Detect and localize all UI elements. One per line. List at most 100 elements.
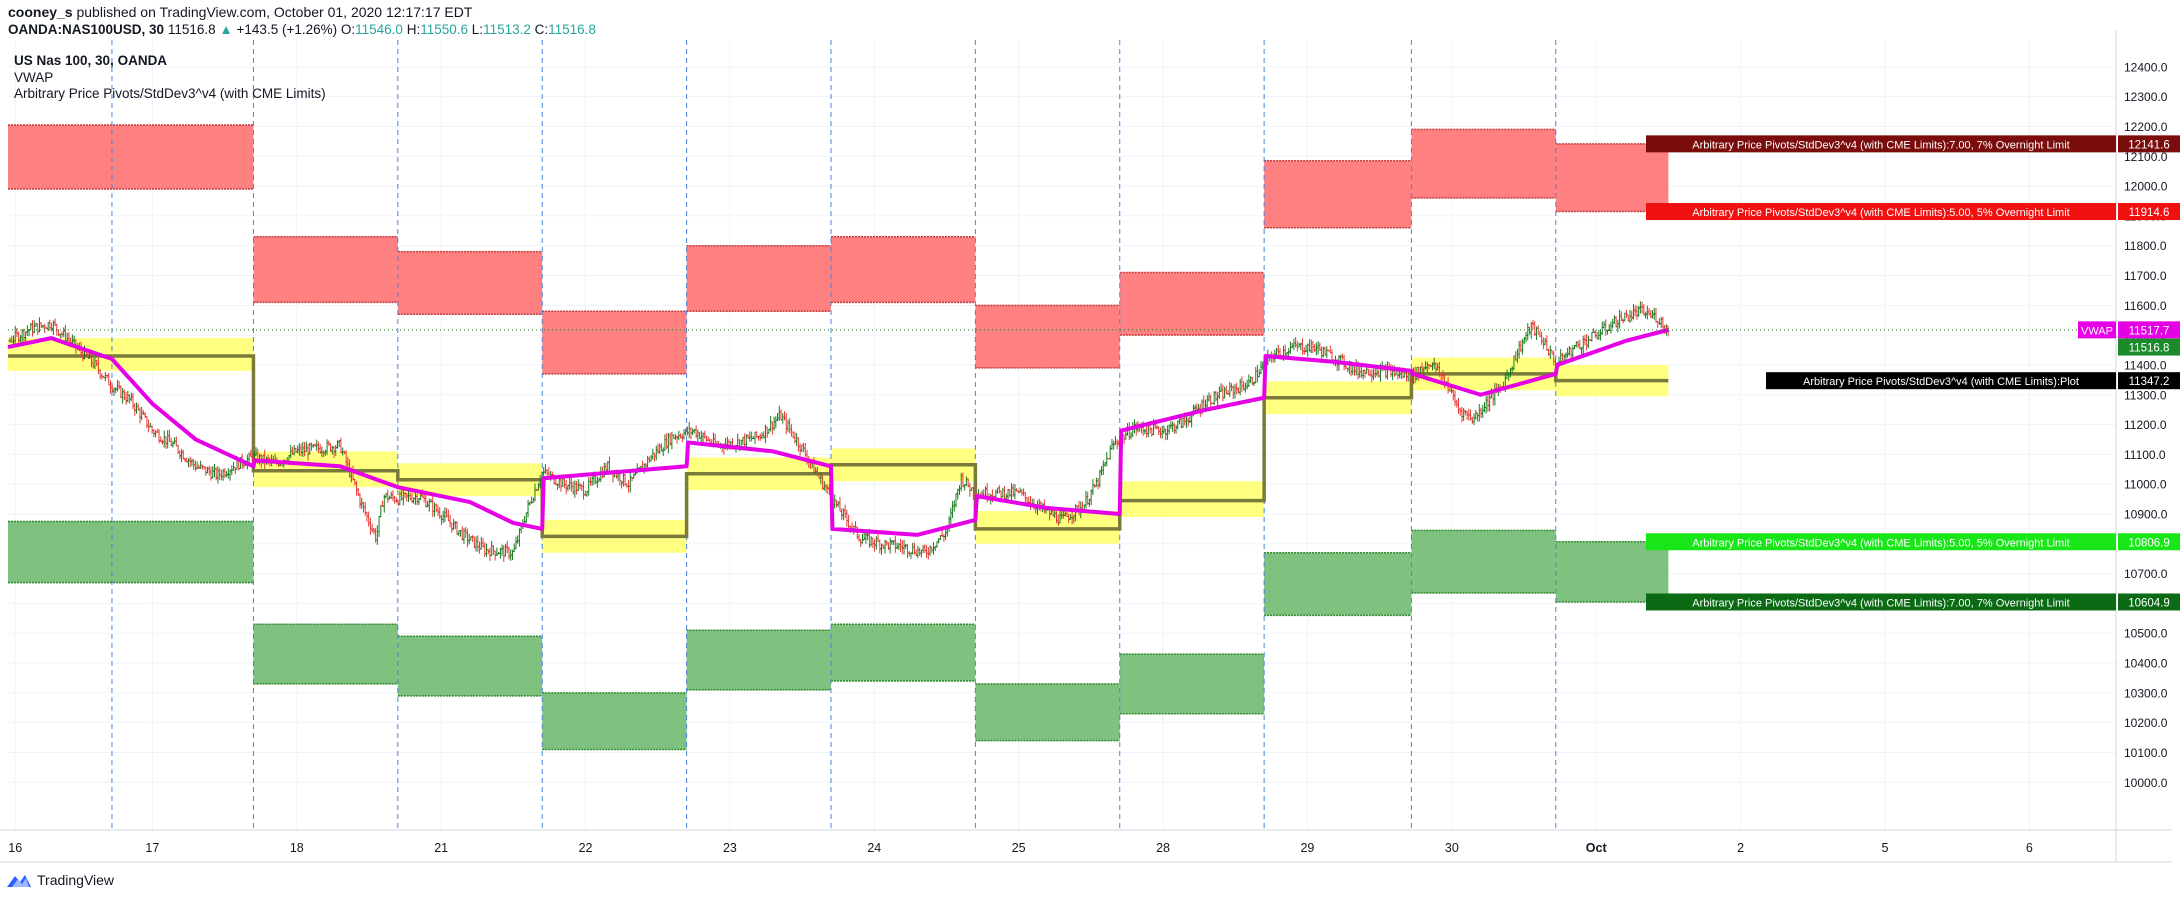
indicator-name-tag: [1766, 372, 2116, 390]
indicator-name-text: Arbitrary Price Pivots/StdDev3^v4 (with …: [1692, 139, 2069, 151]
price-value-tag: [2118, 203, 2180, 221]
upper-limit-band: [8, 124, 254, 190]
price-value-text: 11516.8: [2129, 343, 2170, 355]
quote-line: OANDA:NAS100USD, 30 11516.8 ▲ +143.5 (+1…: [8, 22, 596, 37]
indicator-name-tag: [1646, 135, 2116, 153]
chart-legend: US Nas 100, 30, OANDA VWAP Arbitrary Pri…: [14, 53, 326, 103]
price-axis[interactable]: 10000.0 10100.0 10200.0 10300.0 10400.0 10500…: [2124, 60, 2168, 789]
close-label: C:: [534, 22, 549, 37]
price-tick-label: 11700.0: [2124, 269, 2167, 283]
legend-pivots[interactable]: Arbitrary Price Pivots/StdDev3^v4 (with …: [14, 86, 326, 101]
price-value-text: 11517.7: [2129, 325, 2170, 337]
tradingview-logo-icon: [7, 875, 31, 887]
price-tick-label: 10400.0: [2124, 657, 2168, 671]
indicator-name-tag: [1646, 533, 2116, 551]
time-tick-label: 16: [8, 841, 22, 855]
time-tick-label: 23: [723, 841, 737, 855]
author-name[interactable]: cooney_s: [8, 4, 73, 20]
time-tick-label: Oct: [1586, 841, 1608, 855]
price-value-tag: [2118, 533, 2180, 551]
price-tick-label: 12100.0: [2124, 150, 2168, 164]
price-tick-label: 11000.0: [2124, 478, 2167, 492]
last-price: 11516.8: [167, 22, 216, 37]
price-value-text: 10604.9: [2128, 597, 2170, 609]
lower-limit-band: [253, 624, 398, 684]
upper-limit-band: [1119, 272, 1265, 336]
time-tick-label: 21: [434, 841, 448, 855]
indicator-name-text: VWAP: [2081, 325, 2113, 337]
time-tick-label: 28: [1156, 841, 1170, 855]
price-bars: [8, 301, 1670, 562]
time-axis[interactable]: 16 17 18 21 22 23 24 25 28 29 30 Oct 2 5 6: [8, 841, 2033, 855]
time-tick-label: 2: [1737, 841, 1744, 855]
pivot-bands: [8, 124, 1669, 751]
high-value: 11550.6: [420, 22, 469, 37]
chart-frame: [0, 30, 2172, 863]
price-tick-label: 12200.0: [2124, 120, 2168, 134]
price-tick-label: 10500.0: [2124, 627, 2168, 641]
low-label: L:: [471, 22, 484, 37]
indicator-name-text: Arbitrary Price Pivots/StdDev3^v4 (with …: [1692, 537, 2069, 549]
indicator-name-tag: [1646, 203, 2116, 221]
upper-limit-band: [975, 305, 1120, 368]
price-value-text: 10806.9: [2128, 537, 2170, 549]
legend-vwap[interactable]: VWAP: [14, 69, 54, 85]
upper-limit-band: [542, 311, 687, 374]
price-tick-label: 12000.0: [2124, 180, 2168, 194]
time-tick-label: 30: [1445, 841, 1459, 855]
lower-limit-band: [975, 683, 1120, 741]
vwap-line: [7, 327, 2116, 537]
lower-limit-band: [542, 692, 687, 750]
price-tick-label: 12300.0: [2124, 90, 2168, 104]
upper-limit-band: [830, 236, 976, 303]
lower-limit-band: [8, 521, 254, 583]
indicator-name-text: Arbitrary Price Pivots/StdDev3^v4 (with …: [1692, 597, 2069, 609]
open-label: O:: [340, 22, 356, 37]
high-label: H:: [406, 22, 421, 37]
lower-limit-band: [397, 636, 543, 696]
price-value-text: 11914.6: [2129, 207, 2170, 219]
price-tick-label: 11600.0: [2124, 299, 2167, 313]
lower-limit-band: [1119, 654, 1265, 714]
publish-line: cooney_s published on TradingView.com, O…: [8, 4, 472, 20]
price-value-tag: [2118, 135, 2180, 153]
session-separators: [111, 40, 1557, 830]
price-value-text: 12141.6: [2128, 139, 2170, 151]
lower-limit-band: [1411, 530, 1556, 593]
pivot-plot: [8, 354, 1669, 539]
legend-series-title[interactable]: US Nas 100, 30, OANDA: [14, 53, 168, 68]
upper-limit-band: [397, 251, 543, 315]
indicator-name-tag: [1646, 593, 2116, 611]
symbol-label: OANDA:NAS100USD, 30: [8, 22, 165, 37]
upper-limit-band: [686, 245, 831, 312]
upper-limit-band: [1555, 143, 1669, 212]
price-tick-label: 10200.0: [2124, 716, 2168, 730]
price-value-text: 11347.2: [2129, 376, 2170, 388]
price-tick-label: 11200.0: [2124, 418, 2167, 432]
price-change: +143.5 (+1.26%): [236, 22, 338, 37]
indicator-name-text: Arbitrary Price Pivots/StdDev3^v4 (with …: [1803, 376, 2079, 388]
price-tick-label: 11800.0: [2124, 239, 2167, 253]
price-tick-label: 10300.0: [2124, 686, 2168, 700]
upper-limit-band: [1411, 129, 1556, 198]
price-tick-label: 10700.0: [2124, 567, 2168, 581]
price-value-tag: [2118, 372, 2180, 390]
time-tick-label: 25: [1012, 841, 1026, 855]
close-value: 11516.8: [548, 22, 596, 37]
footer-brand-label: TradingView: [37, 872, 115, 888]
lower-limit-band: [1555, 541, 1669, 602]
vwap-path: [7, 327, 1669, 537]
open-value: 11546.0: [355, 22, 403, 37]
price-value-tag: [2118, 338, 2180, 356]
indicator-name-tag: [2078, 321, 2116, 339]
time-tick-label: 29: [1300, 841, 1314, 855]
price-tick-label: 12400.0: [2124, 60, 2168, 74]
time-tick-label: 22: [579, 841, 593, 855]
indicator-name-text: Arbitrary Price Pivots/StdDev3^v4 (with …: [1692, 207, 2069, 219]
footer-brand[interactable]: TradingView: [6, 872, 114, 888]
price-value-tag: [2118, 593, 2180, 611]
time-tick-label: 6: [2026, 841, 2033, 855]
pivot-step-line: [8, 354, 1669, 539]
upper-limit-band: [253, 236, 398, 303]
